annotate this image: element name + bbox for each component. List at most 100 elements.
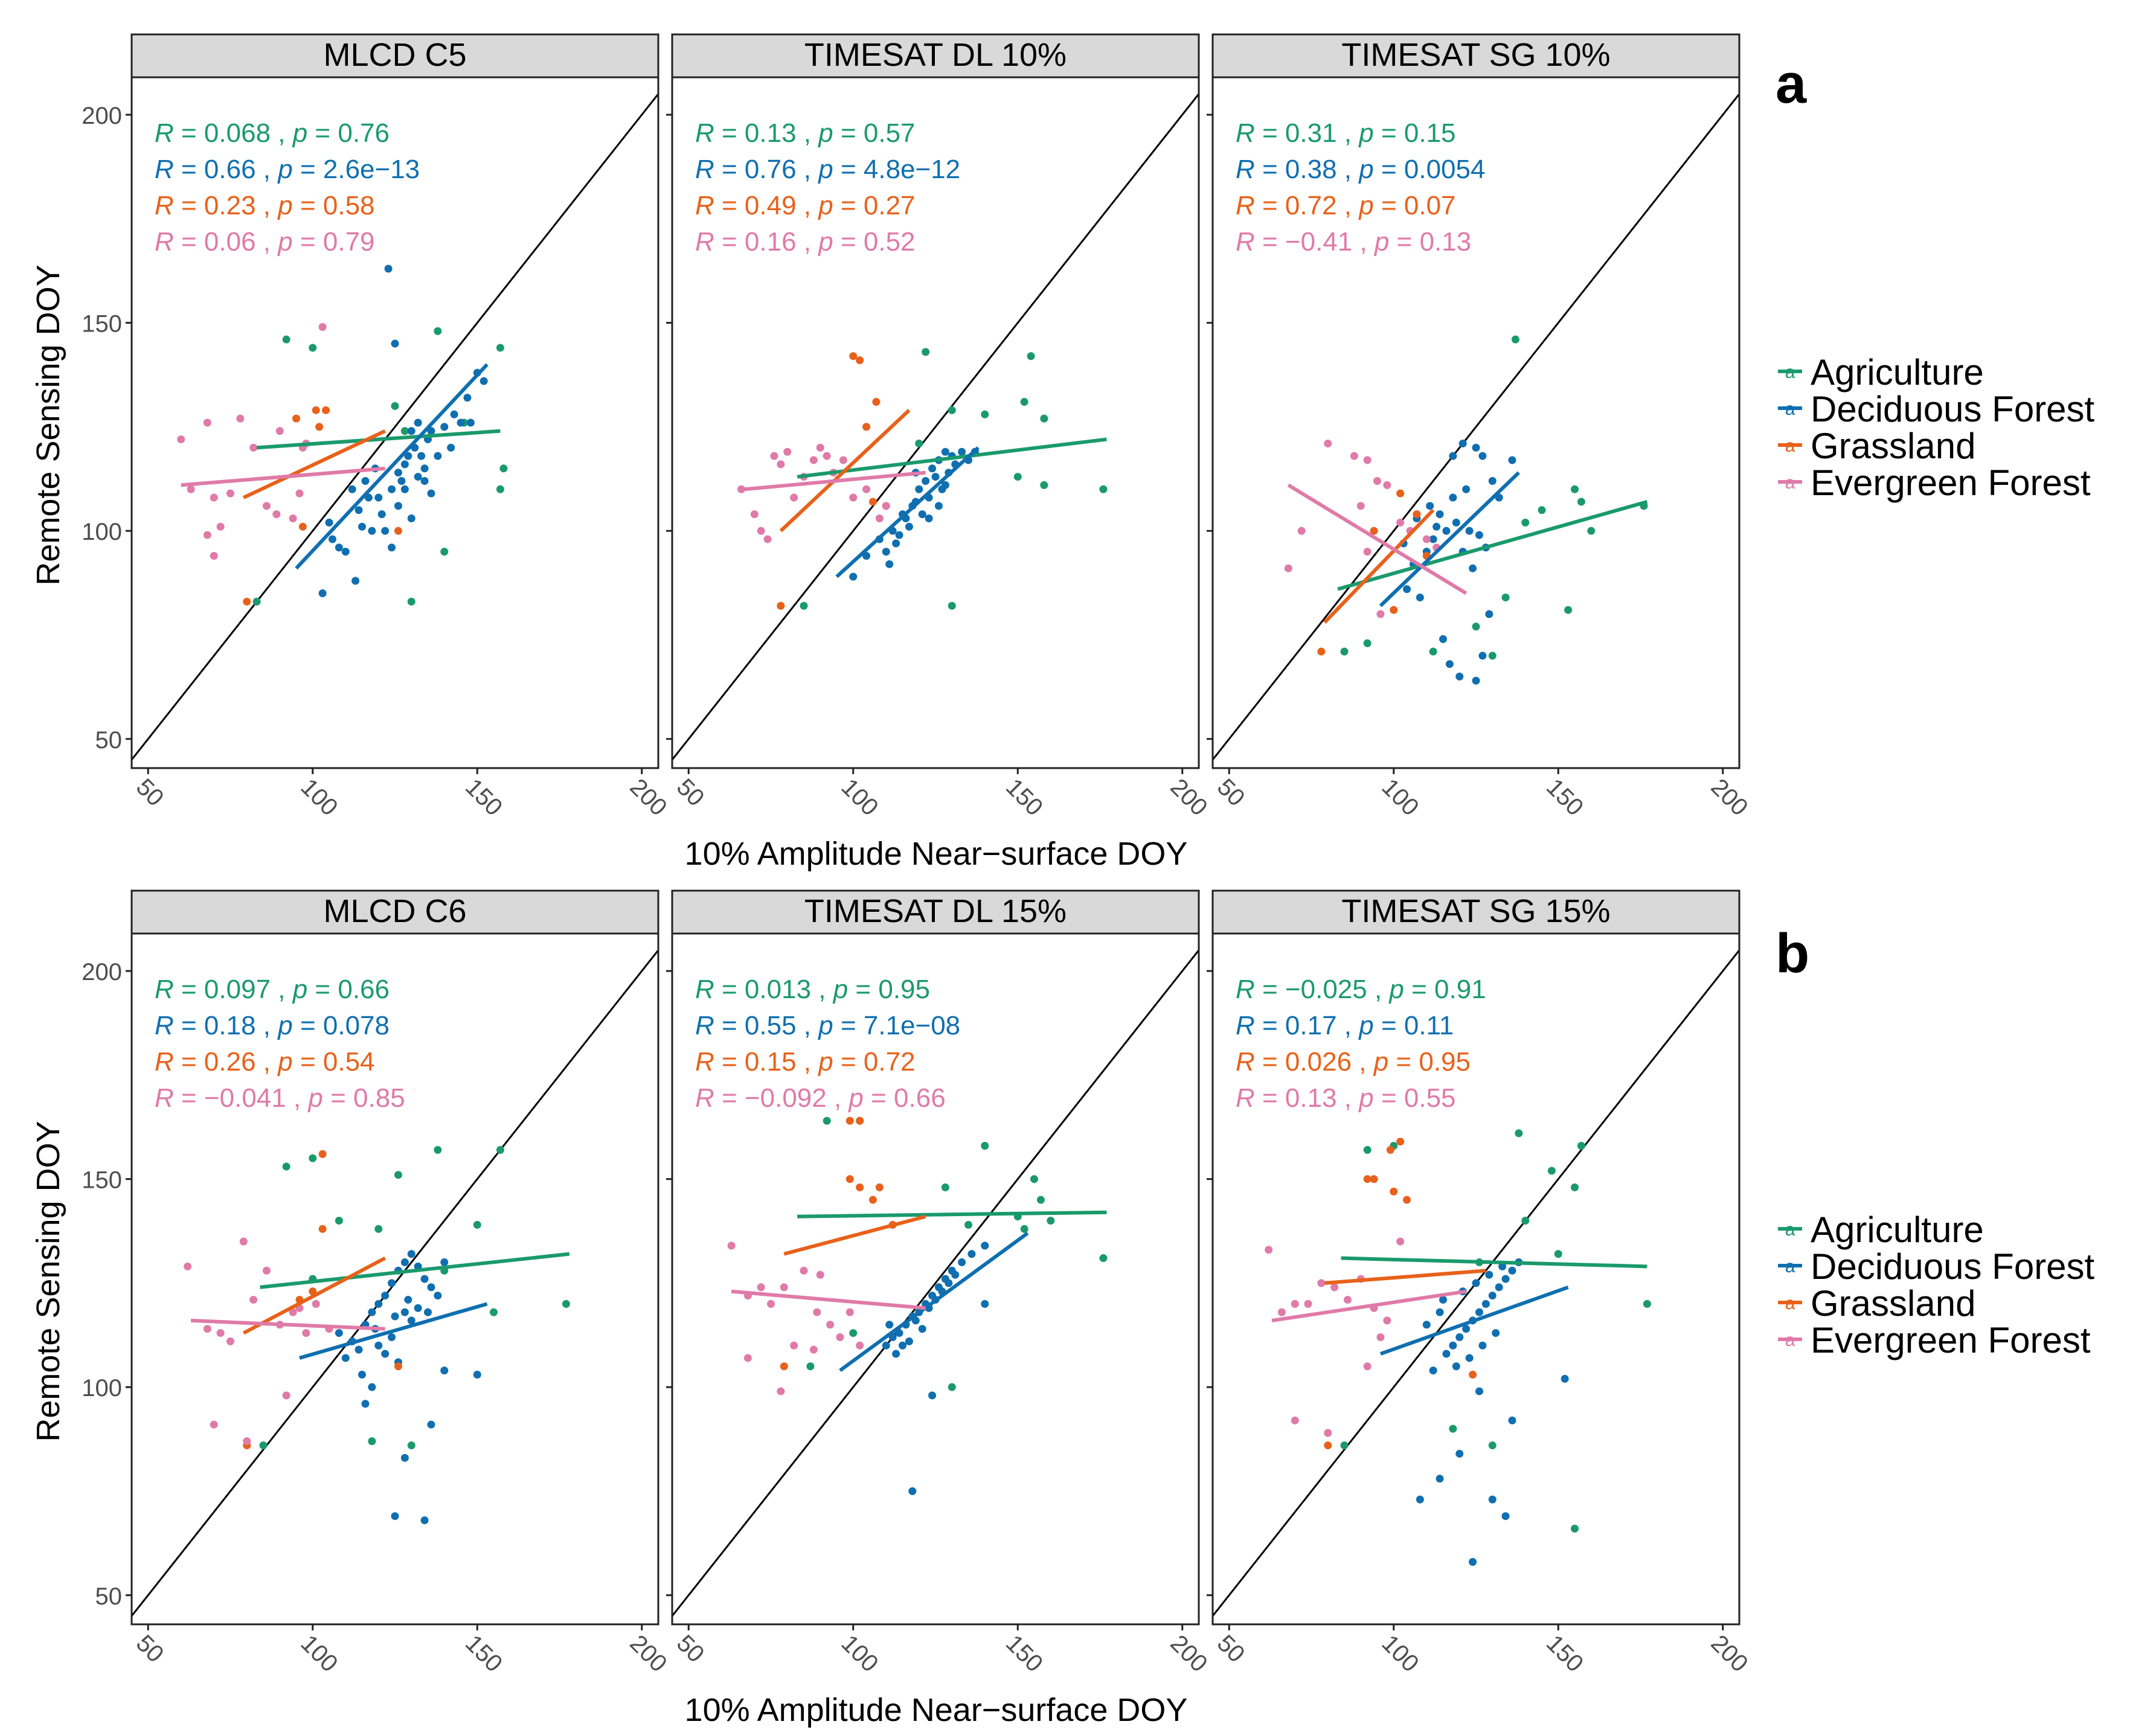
evergreen-point (210, 493, 218, 502)
deciduous-point (351, 577, 360, 585)
agriculture-point (252, 597, 261, 606)
evergreen-point (1317, 1279, 1326, 1287)
agriculture-point (964, 1220, 972, 1229)
grassland-point (1317, 647, 1326, 656)
evergreen-point (203, 531, 211, 539)
agriculture-point (1099, 1254, 1108, 1263)
agriculture-point (434, 327, 442, 335)
deciduous-point (480, 377, 488, 385)
grassland-point (856, 1116, 864, 1125)
evergreen-point (1373, 476, 1381, 485)
evergreen-point (289, 1308, 297, 1316)
deciduous-point (1472, 1279, 1480, 1287)
legend-glyph: a (1785, 1257, 1795, 1277)
grassland-point (1396, 489, 1405, 498)
plot-border (1211, 932, 1741, 1626)
evergreen-point (757, 1283, 765, 1292)
p-value: = 0.85 (323, 1083, 405, 1113)
deciduous-stat-label: R = 0.76 , p = 4.8e−12 (695, 155, 960, 184)
deciduous-point (404, 452, 412, 460)
p-symbol: p (277, 227, 292, 257)
plot-border (1211, 76, 1741, 769)
legend-label: Evergreen Forest (1811, 1320, 2091, 1360)
deciduous-point (394, 469, 402, 477)
x-tick-label: 100 (836, 1630, 883, 1677)
x-tick-label: 50 (131, 774, 169, 812)
x-tick-label: 200 (1165, 1630, 1212, 1677)
evergreen-stat-label: R = 0.06 , p = 0.79 (155, 227, 375, 257)
grassland-stat-label: R = 0.26 , p = 0.54 (155, 1047, 375, 1077)
grassland-point (856, 356, 864, 365)
deciduous-point (1462, 1325, 1471, 1333)
agriculture-point (1340, 1441, 1349, 1450)
grassland-fit-line (243, 429, 386, 499)
agriculture-point (335, 1217, 343, 1225)
deciduous-point (400, 460, 409, 469)
r-symbol: R (155, 1011, 174, 1040)
p-value: = 4.8e−12 (833, 155, 960, 184)
evergreen-point (875, 514, 884, 523)
evergreen-point (816, 443, 824, 452)
deciduous-fit-line (295, 363, 489, 570)
r-value: = 0.068 , (174, 118, 293, 148)
deciduous-point (1436, 510, 1444, 519)
grassland-point (780, 1362, 788, 1371)
deciduous-point (368, 527, 376, 535)
deciduous-point (1436, 1475, 1444, 1483)
p-value: = 0.91 (1404, 975, 1486, 1004)
agriculture-fit-line (256, 429, 501, 450)
deciduous-point (1475, 1387, 1483, 1395)
r-value: = 0.16 , (714, 227, 818, 257)
agriculture-point (1515, 1129, 1523, 1138)
grassland-stat-label: R = 0.026 , p = 0.95 (1236, 1047, 1471, 1077)
legend-glyph: a (1785, 473, 1795, 493)
evergreen-point (216, 1329, 225, 1338)
deciduous-point (1508, 1266, 1516, 1275)
deciduous-fit-line (839, 1231, 1029, 1373)
agriculture-point (1363, 639, 1372, 647)
evergreen-fit-line (744, 470, 926, 492)
deciduous-point (1442, 527, 1451, 535)
deciduous-point (400, 1258, 409, 1266)
deciduous-point (1436, 1308, 1444, 1316)
grassland-point (243, 597, 251, 606)
evergreen-point (1265, 1246, 1273, 1254)
deciduous-point (1508, 1416, 1516, 1424)
deciduous-point (1475, 531, 1483, 539)
x-tick-label: 50 (672, 774, 710, 812)
panel-title: TIMESAT DL 15% (804, 893, 1067, 929)
x-tick-label: 200 (1705, 1630, 1753, 1677)
evergreen-point (836, 1333, 844, 1341)
deciduous-point (1472, 443, 1480, 452)
r-symbol: R (155, 227, 174, 257)
p-symbol: p (1388, 975, 1404, 1004)
r-value: = −0.025 , (1255, 975, 1390, 1004)
deciduous-point (463, 394, 472, 402)
evergreen-point (1383, 481, 1391, 489)
deciduous-point (1488, 1495, 1497, 1504)
evergreen-point (1356, 502, 1365, 510)
one-to-one-line (1213, 93, 1739, 761)
legend-glyph: a (1785, 436, 1795, 456)
deciduous-point (434, 452, 442, 460)
deciduous-point (427, 1283, 435, 1292)
deciduous-point (1492, 1329, 1500, 1338)
p-symbol: p (817, 118, 833, 148)
agriculture-point (823, 1116, 831, 1125)
r-symbol: R (695, 975, 714, 1004)
panel-title: TIMESAT DL 10% (804, 37, 1067, 73)
x-tick-label: 100 (295, 1630, 342, 1677)
agriculture-point (800, 601, 808, 610)
evergreen-point (777, 460, 785, 469)
p-symbol: p (1373, 227, 1389, 257)
deciduous-point (325, 518, 333, 527)
evergreen-point (823, 452, 831, 460)
p-symbol: p (817, 1011, 833, 1040)
deciduous-point (407, 514, 415, 523)
r-symbol: R (695, 118, 714, 148)
agriculture-point (1040, 414, 1048, 423)
deciduous-point (400, 485, 409, 493)
grassland-point (318, 1150, 327, 1158)
p-value: = 0.58 (293, 191, 375, 220)
